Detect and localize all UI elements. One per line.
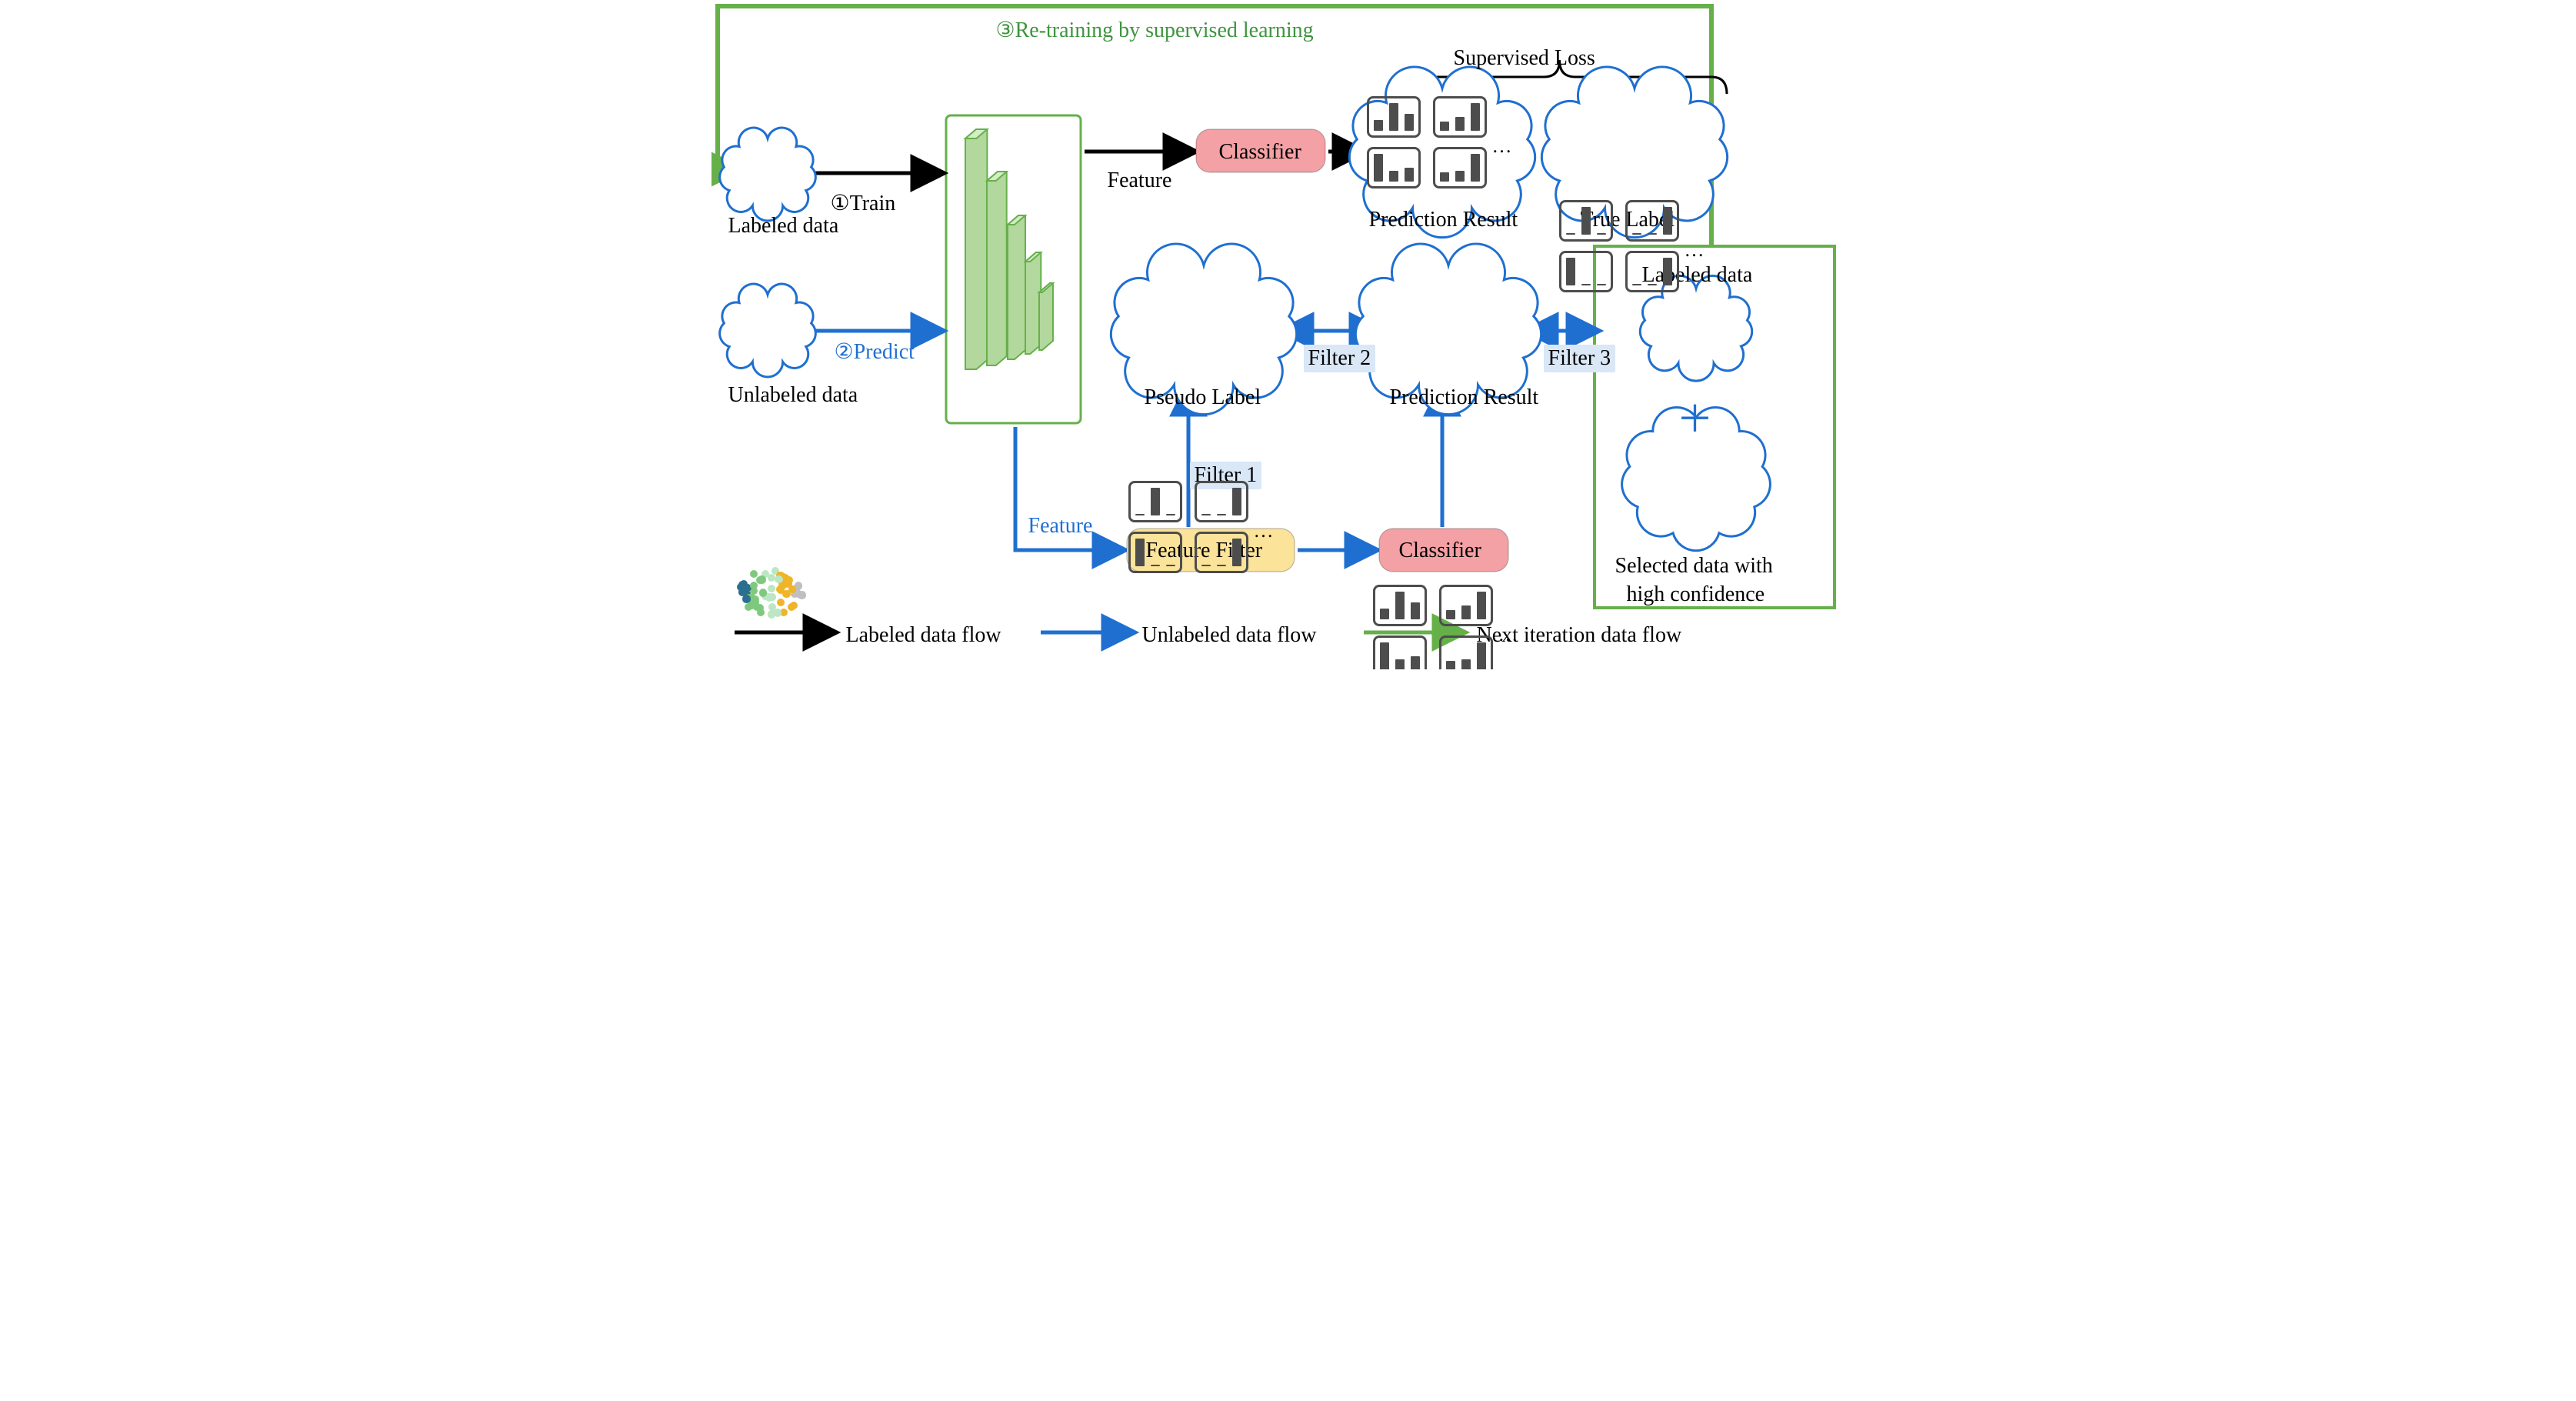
label-filter2: Filter 2 [1304, 345, 1376, 372]
label-filter3: Filter 3 [1544, 345, 1616, 372]
label-classifier_top: Classifier [1219, 140, 1301, 165]
label-train_step: ①Train [831, 190, 896, 216]
label-labeled_data_caption: Labeled data [728, 214, 839, 239]
cloud-unlabeled_left [719, 284, 815, 377]
label-feature_top: Feature [1108, 168, 1172, 193]
thumbgrid: … [1367, 96, 1517, 200]
dotcluster [729, 560, 806, 617]
thumbgrid: … [1373, 585, 1523, 669]
label-legend_labeled: Labeled data flow [846, 623, 1001, 648]
label-supervised_loss: Supervised Loss [1454, 46, 1595, 71]
label-rerain_title: ③Re-training by supervised learning [996, 17, 1314, 43]
label-prediction_result_2: Prediction Result [1390, 385, 1539, 410]
label-pseudo_label: Pseudo Label [1145, 385, 1261, 410]
label-legend_unlabeled: Unlabeled data flow [1142, 623, 1317, 648]
label-selected_caption_2: high confidence [1627, 582, 1765, 607]
label-prediction_result: Prediction Result [1369, 208, 1518, 232]
label-selected_caption_1: Selected data with [1615, 554, 1773, 579]
label-predict_step: ②Predict [835, 339, 915, 365]
thumbgrid: … [1559, 200, 1709, 304]
label-unlabeled_data_caption: Unlabeled data [728, 383, 858, 408]
label-plus: ＋ [1677, 389, 1714, 442]
cloud-labeled_left [719, 128, 815, 221]
thumbgrid: … [1128, 481, 1278, 585]
label-feature_bottom: Feature [1028, 514, 1093, 539]
label-classifier_bottom: Classifier [1399, 539, 1481, 563]
